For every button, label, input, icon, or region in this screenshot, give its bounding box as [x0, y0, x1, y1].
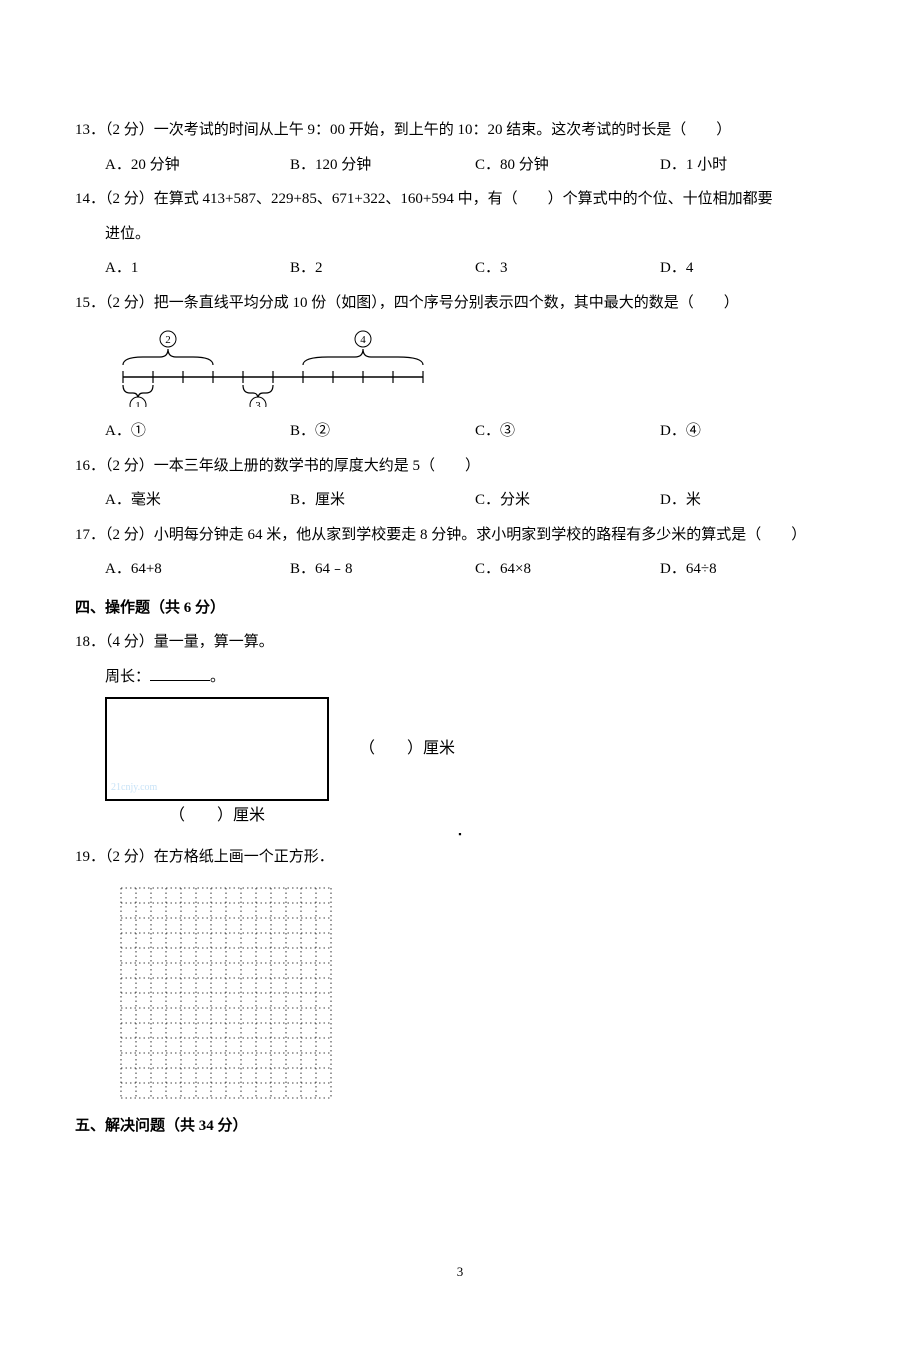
- q18-stem: 18．（4 分）量一量，算一算。: [75, 628, 845, 657]
- q15-options: A．① B．② C．③ D．④: [105, 417, 845, 446]
- q14-stem-1: 14．（2 分）在算式 413+587、229+85、671+322、160+5…: [75, 185, 845, 214]
- q15-opt-b[interactable]: B．②: [290, 417, 475, 446]
- q14-stem-2: 进位。: [75, 220, 845, 249]
- page-center-dot: ▪: [75, 831, 845, 837]
- section-5-title: 五、解决问题（共 34 分）: [75, 1112, 845, 1141]
- q13-opt-a[interactable]: A．20 分钟: [105, 151, 290, 180]
- svg-text:1: 1: [135, 400, 141, 407]
- q17-options: A．64+8 B．64﹣8 C．64×8 D．64÷8: [105, 555, 845, 584]
- q13-options: A．20 分钟 B．120 分钟 C．80 分钟 D．1 小时: [105, 151, 845, 180]
- q15-opt-d[interactable]: D．④: [660, 417, 845, 446]
- q13-opt-c[interactable]: C．80 分钟: [475, 151, 660, 180]
- q13-opt-b[interactable]: B．120 分钟: [290, 151, 475, 180]
- q18-rectangle: 21cnjy.com: [105, 697, 329, 801]
- q14-opt-c[interactable]: C．3: [475, 254, 660, 283]
- q14-opt-a[interactable]: A．1: [105, 254, 290, 283]
- q16-opt-b[interactable]: B．厘米: [290, 486, 475, 515]
- page-number: 3: [75, 1260, 845, 1285]
- q16-opt-d[interactable]: D．米: [660, 486, 845, 515]
- q15-stem: 15．（2 分）把一条直线平均分成 10 份（如图），四个序号分别表示四个数，其…: [75, 289, 845, 318]
- q16-opt-c[interactable]: C．分米: [475, 486, 660, 515]
- q19-stem: 19．（2 分）在方格纸上画一个正方形．: [75, 843, 845, 872]
- q18-perimeter: 周长： 。: [75, 663, 845, 692]
- q16-opt-a[interactable]: A．毫米: [105, 486, 290, 515]
- svg-text:4: 4: [360, 334, 366, 346]
- svg-text:3: 3: [255, 400, 261, 407]
- q15-opt-c[interactable]: C．③: [475, 417, 660, 446]
- watermark-text: 21cnjy.com: [107, 778, 157, 799]
- q14-opt-b[interactable]: B．2: [290, 254, 475, 283]
- q17-opt-c[interactable]: C．64×8: [475, 555, 660, 584]
- perimeter-label: 周长：: [105, 669, 150, 685]
- q19-grid[interactable]: [113, 880, 846, 1100]
- q18-width-label[interactable]: （ ）厘米: [107, 801, 327, 831]
- q16-options: A．毫米 B．厘米 C．分米 D．米: [105, 486, 845, 515]
- section-4-title: 四、操作题（共 6 分）: [75, 594, 845, 623]
- q13-stem: 13．（2 分）一次考试的时间从上午 9：00 开始，到上午的 10：20 结束…: [75, 116, 845, 145]
- q17-stem: 17．（2 分）小明每分钟走 64 米，他从家到学校要走 8 分钟。求小明家到学…: [75, 521, 845, 550]
- perimeter-suffix: 。: [210, 669, 225, 685]
- q18-height-label[interactable]: （ ）厘米: [359, 734, 455, 764]
- q14-options: A．1 B．2 C．3 D．4: [105, 254, 845, 283]
- q13-opt-d[interactable]: D．1 小时: [660, 151, 845, 180]
- q17-opt-d[interactable]: D．64÷8: [660, 555, 845, 584]
- perimeter-blank[interactable]: [150, 665, 210, 681]
- svg-text:2: 2: [165, 334, 171, 346]
- q15-figure: 2 4 1 3: [113, 327, 846, 407]
- q18-rect-row: 21cnjy.com （ ）厘米: [105, 697, 845, 801]
- q16-stem: 16．（2 分）一本三年级上册的数学书的厚度大约是 5（ ）: [75, 452, 845, 481]
- q17-opt-b[interactable]: B．64﹣8: [290, 555, 475, 584]
- q14-opt-d[interactable]: D．4: [660, 254, 845, 283]
- q15-opt-a[interactable]: A．①: [105, 417, 290, 446]
- q17-opt-a[interactable]: A．64+8: [105, 555, 290, 584]
